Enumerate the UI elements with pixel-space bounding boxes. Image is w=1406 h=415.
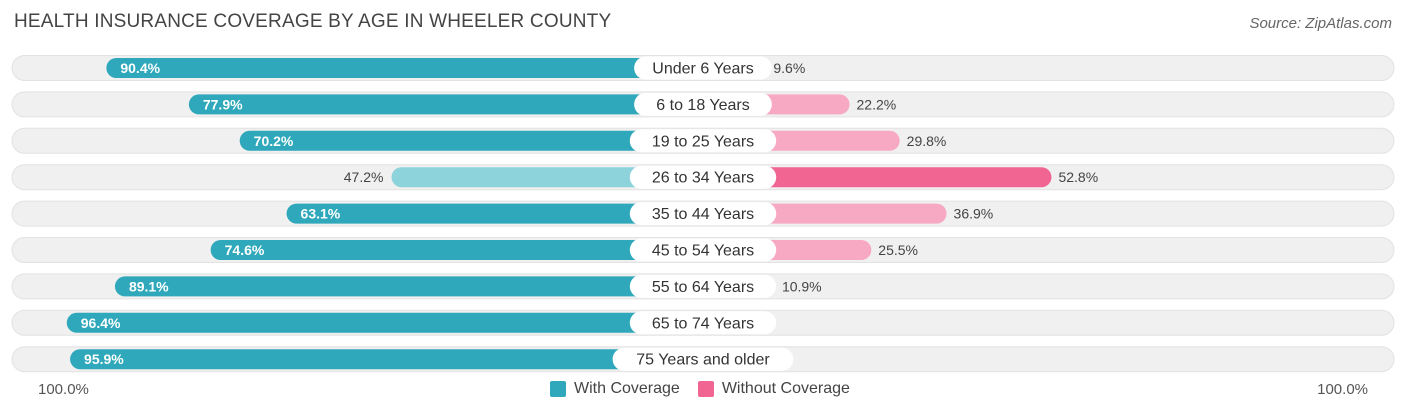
legend-without-label: Without Coverage bbox=[721, 380, 850, 397]
source-label: Source: ZipAtlas.com bbox=[1249, 15, 1392, 32]
value-label-with: 70.2% bbox=[254, 133, 294, 149]
legend-without-coverage[interactable]: Without Coverage bbox=[697, 380, 850, 398]
value-label-with: 63.1% bbox=[301, 206, 341, 222]
value-label-with: 89.1% bbox=[129, 278, 169, 294]
bar-with-coverage bbox=[286, 203, 703, 224]
bar-with-coverage bbox=[70, 349, 703, 370]
bar-with-coverage bbox=[391, 167, 703, 188]
chart-svg: 90.4% 9.6% Under 6 Years 77.9% 22.2% 6 to 18 … bbox=[11, 55, 1395, 373]
category-pill bbox=[634, 56, 772, 80]
value-label-without: 29.8% bbox=[907, 133, 947, 149]
category-label: 45 to 54 Years bbox=[652, 243, 754, 260]
bar-with-coverage bbox=[239, 130, 703, 151]
bar-with-coverage bbox=[114, 276, 703, 297]
value-label-without: 9.6% bbox=[773, 60, 805, 76]
category-label: 65 to 74 Years bbox=[652, 315, 754, 332]
category-pill bbox=[634, 92, 772, 116]
bar-with-coverage bbox=[210, 240, 703, 260]
category-label: 55 to 64 Years bbox=[652, 279, 754, 296]
category-label: 26 to 34 Years bbox=[652, 170, 754, 187]
legend-swatch-with bbox=[550, 381, 566, 397]
value-label-without: 52.8% bbox=[1058, 169, 1098, 185]
value-label-with: 47.2% bbox=[344, 169, 384, 185]
legend-with-coverage[interactable]: With Coverage bbox=[550, 380, 680, 398]
axis-right-label: 100.0% bbox=[1317, 381, 1368, 398]
value-label-without: 10.9% bbox=[782, 278, 822, 294]
category-pill bbox=[629, 238, 777, 262]
legend-with-label: With Coverage bbox=[574, 380, 680, 397]
category-label: 75 Years and older bbox=[636, 352, 770, 369]
category-pill bbox=[629, 274, 777, 298]
bar-with-coverage bbox=[188, 94, 704, 115]
value-label-with: 77.9% bbox=[203, 96, 243, 112]
chart-title: HEALTH INSURANCE COVERAGE BY AGE IN WHEE… bbox=[14, 11, 612, 32]
bar-without-coverage bbox=[703, 167, 1052, 188]
category-label: 6 to 18 Years bbox=[656, 97, 749, 114]
bar-with-coverage bbox=[106, 58, 704, 78]
category-pill bbox=[629, 311, 777, 335]
value-label-with: 74.6% bbox=[225, 242, 265, 258]
value-label-without: 36.9% bbox=[954, 206, 994, 222]
category-pill bbox=[629, 202, 777, 226]
value-label-with: 95.9% bbox=[84, 351, 124, 367]
legend-swatch-without bbox=[697, 381, 714, 397]
category-label: Under 6 Years bbox=[652, 61, 753, 78]
value-label-without: 25.5% bbox=[878, 242, 918, 258]
category-pill bbox=[629, 165, 777, 189]
category-label: 19 to 25 Years bbox=[652, 133, 754, 150]
legend: With Coverage Without Coverage bbox=[550, 380, 868, 398]
value-label-without: 22.2% bbox=[857, 96, 897, 112]
category-label: 35 to 44 Years bbox=[652, 206, 754, 223]
value-label-with: 96.4% bbox=[81, 315, 121, 331]
value-label-with: 90.4% bbox=[120, 60, 160, 76]
axis-left-label: 100.0% bbox=[38, 381, 89, 398]
bar-with-coverage bbox=[66, 312, 703, 333]
category-pill bbox=[612, 347, 794, 371]
category-pill bbox=[629, 129, 777, 153]
